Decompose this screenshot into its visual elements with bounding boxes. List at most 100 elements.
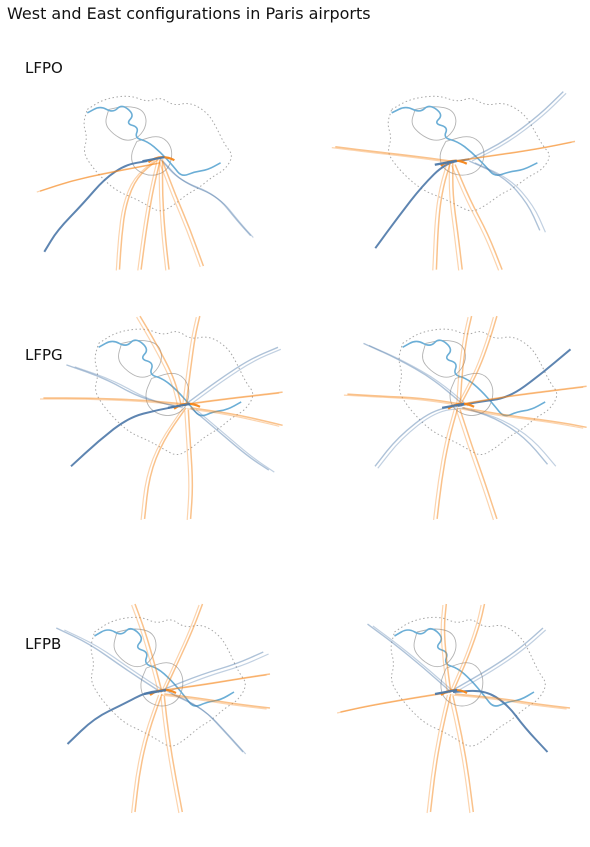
inner-boundary: [105, 106, 147, 141]
row-label-lfpo: LFPO: [25, 59, 63, 77]
east-trajectory: [449, 604, 482, 694]
east-trajectory: [164, 673, 271, 691]
east-trajectory: [462, 385, 587, 405]
east-trajectory: [429, 693, 452, 813]
row-label-lfpg: LFPG: [25, 346, 63, 364]
panel-lfpb-west: [55, 603, 271, 814]
river: [94, 627, 235, 707]
west-trajectory: [462, 407, 549, 465]
east-trajectory: [456, 410, 494, 521]
east-trajectory: [187, 409, 194, 519]
east-trajectory: [459, 315, 473, 406]
east-trajectory: [43, 397, 184, 405]
west-trajectory: [162, 160, 254, 238]
west-trajectory: [471, 92, 567, 162]
east-trajectory: [190, 407, 283, 427]
east-trajectory: [459, 315, 498, 407]
east-trajectory: [455, 693, 571, 709]
airport-approach-west: [441, 402, 465, 409]
panel-lfpo-west: [36, 95, 254, 271]
west-trajectory: [185, 346, 279, 405]
river: [391, 105, 538, 176]
west-trajectory: [374, 405, 463, 467]
airport-approach-west: [143, 688, 167, 696]
east-trajectory: [118, 158, 159, 270]
panel-lfpg-east: [343, 315, 587, 521]
east-trajectory: [459, 409, 498, 520]
east-trajectory: [456, 316, 494, 408]
east-trajectory: [458, 386, 584, 406]
east-trajectory: [40, 398, 181, 406]
east-trajectory: [134, 603, 163, 693]
east-trajectory: [36, 163, 158, 193]
west-trajectory: [171, 693, 247, 755]
outer-boundary: [94, 328, 254, 456]
inner-boundary: [422, 340, 466, 378]
west-trajectory: [167, 653, 269, 693]
east-trajectory: [161, 160, 205, 267]
east-trajectory: [140, 159, 162, 270]
west-trajectory: [367, 623, 452, 693]
east-trajectory: [331, 147, 447, 163]
west-trajectory-main: [452, 689, 549, 753]
east-trajectory: [163, 695, 184, 813]
west-trajectory: [195, 409, 275, 473]
east-trajectory: [136, 316, 179, 407]
west-trajectory: [470, 409, 557, 467]
east-trajectory: [440, 604, 448, 694]
east-trajectory: [139, 315, 183, 406]
east-trajectory: [443, 603, 452, 693]
east-trajectory: [454, 164, 503, 270]
west-trajectory: [452, 627, 544, 691]
inner-boundary: [140, 662, 184, 707]
west-trajectory: [368, 344, 469, 407]
east-trajectory: [158, 161, 201, 268]
east-trajectory: [452, 695, 475, 813]
west-trajectory: [64, 629, 166, 693]
airport-approach-west: [434, 688, 458, 696]
panel-lfpo-east: [331, 91, 576, 271]
west-trajectory: [190, 407, 270, 471]
east-trajectory: [160, 694, 267, 710]
east-trajectory: [456, 316, 469, 407]
airport-approach-west: [434, 159, 457, 166]
west-trajectory: [468, 91, 564, 160]
east-trajectory: [335, 145, 451, 162]
east-trajectory: [140, 408, 183, 520]
west-trajectory: [159, 158, 252, 237]
outer-boundary: [90, 616, 246, 747]
east-trajectory: [451, 694, 567, 710]
west-trajectory-main: [374, 158, 470, 249]
east-trajectory: [163, 603, 204, 693]
east-trajectory: [340, 691, 451, 713]
west-trajectory-main: [70, 402, 191, 468]
east-trajectory: [181, 316, 197, 407]
east-trajectory: [449, 696, 471, 814]
east-trajectory: [39, 162, 161, 192]
west-trajectory: [188, 348, 282, 407]
east-trajectory: [462, 407, 587, 429]
inner-boundary: [411, 106, 457, 141]
airport-approach-west: [167, 402, 191, 409]
east-trajectory: [426, 694, 448, 814]
inner-boundary: [413, 628, 457, 668]
east-trajectory: [347, 393, 461, 405]
east-trajectory: [131, 694, 160, 814]
west-trajectory: [168, 691, 244, 753]
east-trajectory: [160, 696, 180, 814]
figure-title: West and East configurations in Paris ai…: [7, 4, 371, 23]
east-trajectory: [343, 394, 457, 406]
inner-boundary: [118, 340, 162, 378]
east-trajectory: [158, 160, 167, 271]
east-trajectory: [185, 315, 201, 406]
east-trajectory: [188, 391, 283, 405]
east-trajectory: [115, 159, 156, 271]
river: [86, 105, 221, 176]
west-trajectory-main: [43, 160, 148, 253]
west-trajectory: [377, 407, 466, 469]
west-trajectory: [55, 627, 158, 691]
west-trajectory: [469, 160, 541, 231]
west-trajectory: [363, 342, 463, 405]
outer-boundary: [387, 95, 550, 212]
west-trajectory: [161, 651, 264, 691]
